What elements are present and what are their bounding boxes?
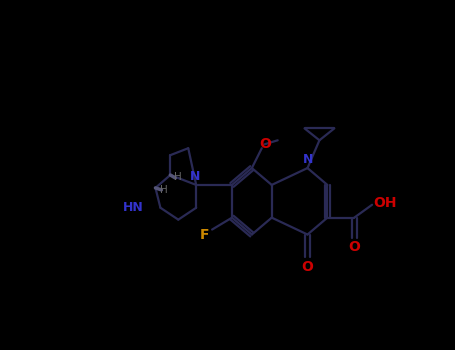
Text: HN: HN	[123, 201, 144, 214]
Text: H: H	[160, 185, 167, 195]
Text: OH: OH	[373, 196, 397, 210]
Text: N: N	[190, 170, 200, 183]
Text: O: O	[348, 240, 360, 254]
Text: O: O	[302, 260, 313, 274]
Text: O: O	[259, 137, 271, 151]
Text: N: N	[303, 153, 313, 166]
Text: F: F	[199, 228, 209, 241]
Text: H: H	[174, 172, 182, 182]
